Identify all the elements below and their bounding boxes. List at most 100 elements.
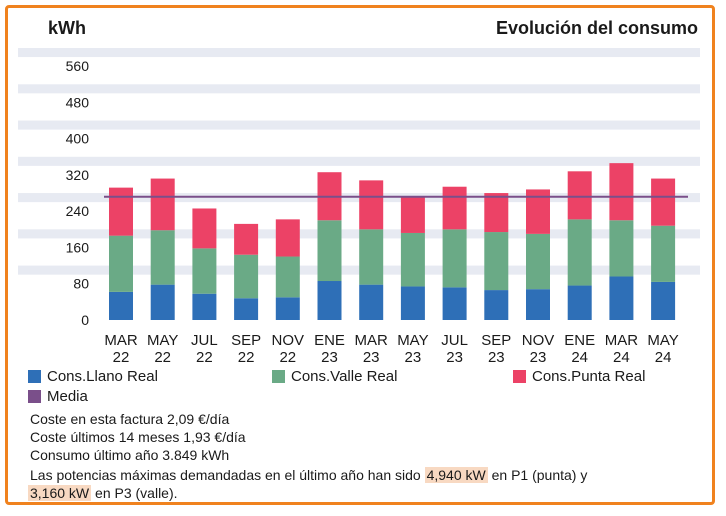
x-tick-label-month: MAR (104, 332, 138, 349)
legend-label-media: Media (47, 387, 88, 405)
bar-llano (567, 285, 592, 320)
x-tick-label-year: 24 (571, 349, 588, 366)
bar-punta (109, 187, 133, 236)
x-tick-label-year: 24 (655, 349, 672, 366)
grid-band (18, 265, 700, 275)
grid-band (18, 84, 700, 94)
bar-valle (442, 229, 467, 288)
y-tick-label: 160 (66, 239, 90, 255)
bar-llano (150, 284, 175, 320)
y-axis-unit: kWh (48, 18, 86, 38)
info-max-power-line2: 3,160 kW en P3 (valle). (28, 485, 178, 501)
legend-swatch-llano (28, 369, 41, 383)
info-p3-value: 3,160 kW (28, 485, 92, 501)
bar-llano (109, 291, 133, 320)
legend-label-llano: Cons.Llano Real (47, 367, 158, 385)
x-tick-label-year: 23 (446, 349, 463, 366)
x-tick-label-month: MAR (355, 332, 389, 349)
bar-punta (150, 178, 175, 231)
y-tick-label: 560 (66, 58, 90, 74)
bar-punta (442, 186, 467, 230)
bar-valle (567, 219, 592, 286)
legend-swatch-punta (513, 369, 526, 383)
x-tick-label-year: 22 (279, 349, 296, 366)
x-tick-label-month: MAR (605, 332, 639, 349)
bar-valle (150, 230, 175, 285)
legend-label-valle: Cons.Valle Real (291, 367, 398, 385)
chart-title: Evolución del consumo (495, 18, 698, 38)
bar-llano (192, 293, 217, 320)
x-tick-label-month: JUL (441, 332, 468, 349)
bar-valle (109, 235, 133, 292)
y-tick-label: 80 (73, 276, 89, 292)
bar-valle (526, 233, 550, 290)
y-tick-label: 400 (66, 131, 90, 147)
bar-llano (234, 298, 259, 320)
x-tick-label-month: ENE (314, 332, 345, 349)
info-text-p1: en P1 (punta) y (487, 467, 588, 483)
x-tick-label-year: 22 (113, 349, 130, 366)
grid-band (18, 48, 700, 58)
x-tick-label-month: NOV (522, 332, 555, 349)
bar-valle (484, 232, 509, 291)
bar-valle (651, 225, 676, 282)
x-tick-label-year: 23 (363, 349, 380, 366)
info-cost-invoice: Coste en esta factura 2,09 €/día (30, 411, 230, 427)
x-tick-label-month: ENE (564, 332, 595, 349)
bar-llano (442, 287, 467, 320)
x-tick-label-month: MAY (647, 332, 678, 349)
info-consumption-year: Consumo último año 3.849 kWh (30, 447, 230, 463)
x-tick-label-year: 22 (196, 349, 213, 366)
bar-llano (359, 284, 384, 320)
bar-punta (484, 193, 509, 233)
bar-punta (609, 163, 634, 221)
x-tick-label-month: SEP (481, 332, 511, 349)
bar-valle (359, 229, 384, 285)
bar-valle (609, 220, 634, 277)
x-tick-label-month: MAY (147, 332, 178, 349)
grid-band (18, 120, 700, 130)
y-tick-label: 240 (66, 203, 90, 219)
bar-llano (609, 276, 634, 320)
bar-valle (275, 256, 300, 298)
bar-punta (275, 219, 300, 257)
y-tick-label: 480 (66, 94, 90, 110)
x-tick-label-month: NOV (272, 332, 305, 349)
bar-llano (275, 297, 300, 320)
bar-punta (400, 196, 425, 233)
legend-item-llano: Cons.Llano Real (28, 366, 158, 386)
x-tick-label-month: MAY (397, 332, 428, 349)
info-p1-value: 4,940 kW (424, 467, 488, 483)
bar-valle (234, 254, 259, 299)
bar-llano (317, 281, 342, 320)
bar-valle (400, 232, 425, 287)
x-tick-label-year: 24 (613, 349, 630, 366)
legend-item-punta: Cons.Punta Real (513, 366, 645, 386)
legend-item-media: Media (28, 386, 88, 406)
x-tick-label-year: 23 (405, 349, 422, 366)
bar-punta (651, 178, 676, 226)
bar-valle (192, 248, 217, 294)
y-tick-label: 320 (66, 167, 90, 183)
bar-punta (359, 180, 384, 230)
bar-punta (192, 208, 217, 249)
bar-llano (651, 281, 676, 320)
legend-label-punta: Cons.Punta Real (532, 367, 646, 385)
bar-punta (567, 171, 592, 220)
legend-item-valle: Cons.Valle Real (272, 366, 397, 386)
x-tick-label-month: SEP (231, 332, 261, 349)
grid-band (18, 156, 700, 166)
y-tick-label: 0 (81, 312, 89, 328)
legend-swatch-valle (272, 369, 285, 383)
x-tick-label-year: 23 (488, 349, 505, 366)
bar-llano (526, 289, 550, 320)
info-text-p3: en P3 (valle). (91, 485, 178, 501)
x-tick-label-year: 23 (321, 349, 338, 366)
bar-punta (234, 223, 259, 255)
chart-frame (5, 5, 715, 505)
grid-band (18, 229, 700, 239)
info-max-power-line1: Las potencias máximas demandadas en el ú… (30, 467, 587, 483)
bar-llano (400, 286, 425, 320)
legend-swatch-media (28, 389, 41, 403)
